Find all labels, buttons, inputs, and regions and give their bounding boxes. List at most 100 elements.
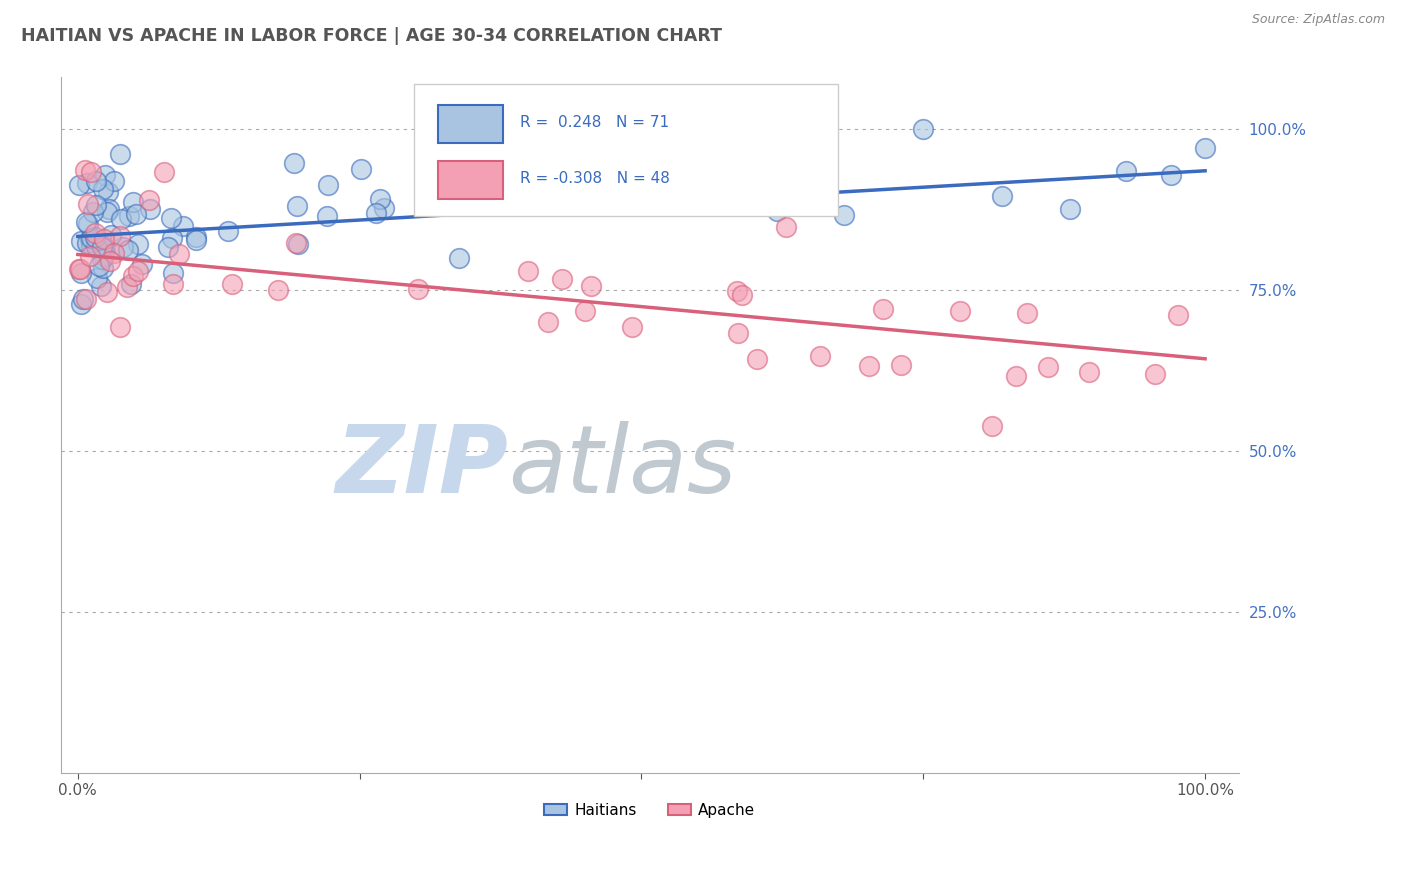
Point [90, 279, 112, 293]
Point [115, 280, 138, 294]
Point [103, 246, 125, 260]
Point [872, 301, 894, 316]
Point [912, 122, 935, 136]
Point [217, 224, 239, 238]
FancyBboxPatch shape [415, 85, 838, 217]
Point [162, 231, 184, 245]
Point [172, 219, 194, 234]
Point [1036, 360, 1059, 375]
Point [75, 215, 97, 229]
Point [579, 278, 602, 293]
Point [87, 259, 110, 273]
Point [69, 262, 91, 277]
Point [373, 201, 395, 215]
Point [91, 260, 114, 275]
Point [67, 261, 90, 276]
Legend: Haitians, Apache: Haitians, Apache [538, 797, 762, 824]
Point [69, 267, 91, 281]
Point [127, 263, 149, 277]
Point [103, 174, 125, 188]
Point [98, 254, 121, 268]
Point [283, 156, 305, 170]
Point [285, 199, 308, 213]
Point [138, 202, 160, 216]
Point [1194, 141, 1216, 155]
Point [80, 165, 103, 179]
Point [517, 263, 540, 277]
Point [621, 320, 644, 334]
Point [84, 174, 107, 188]
Point [94, 168, 117, 182]
Point [77, 217, 100, 231]
Point [83, 226, 105, 240]
Point [110, 212, 132, 227]
Text: atlas: atlas [509, 421, 737, 512]
Point [551, 272, 574, 286]
Point [731, 288, 754, 302]
Point [86, 270, 108, 285]
Point [91, 240, 114, 254]
Point [72, 292, 94, 306]
Point [76, 197, 98, 211]
Point [1143, 367, 1166, 381]
Point [406, 282, 429, 296]
Point [111, 240, 134, 254]
Point [90, 238, 112, 252]
Point [284, 235, 307, 250]
Point [316, 210, 339, 224]
Point [574, 303, 596, 318]
Point [75, 162, 97, 177]
Point [745, 352, 768, 367]
Point [76, 235, 98, 250]
Point [1015, 306, 1038, 320]
Point [100, 227, 122, 242]
Point [949, 303, 972, 318]
Point [121, 269, 143, 284]
Point [834, 208, 856, 222]
Point [79, 232, 101, 246]
Point [75, 293, 97, 307]
Point [808, 349, 831, 363]
Point [184, 233, 207, 247]
Text: ZIP: ZIP [336, 421, 509, 513]
Point [80, 239, 103, 253]
FancyBboxPatch shape [437, 105, 503, 144]
Point [98, 202, 121, 216]
Point [108, 229, 131, 244]
Point [160, 211, 183, 225]
Point [267, 284, 290, 298]
Point [121, 194, 143, 209]
Point [94, 241, 117, 255]
Point [1160, 169, 1182, 183]
Text: R =  0.248   N = 71: R = 0.248 N = 71 [520, 115, 669, 130]
Point [765, 203, 787, 218]
Point [120, 277, 142, 292]
Text: R = -0.308   N = 48: R = -0.308 N = 48 [520, 170, 671, 186]
Point [725, 284, 748, 298]
Point [124, 207, 146, 221]
Point [79, 249, 101, 263]
Point [686, 193, 709, 207]
Point [1059, 202, 1081, 216]
FancyBboxPatch shape [437, 161, 503, 199]
Point [138, 193, 160, 207]
Point [96, 285, 118, 299]
Point [537, 315, 560, 329]
Point [93, 249, 115, 263]
Point [90, 252, 112, 266]
Point [775, 220, 797, 235]
Point [84, 239, 107, 253]
Point [221, 277, 243, 291]
Point [981, 418, 1004, 433]
Point [67, 178, 90, 193]
Point [84, 197, 107, 211]
Point [364, 205, 387, 219]
Point [131, 257, 153, 271]
Point [368, 192, 391, 206]
Point [890, 358, 912, 372]
Point [69, 297, 91, 311]
Point [447, 251, 470, 265]
Point [93, 182, 115, 196]
Point [79, 231, 101, 245]
Point [108, 147, 131, 161]
